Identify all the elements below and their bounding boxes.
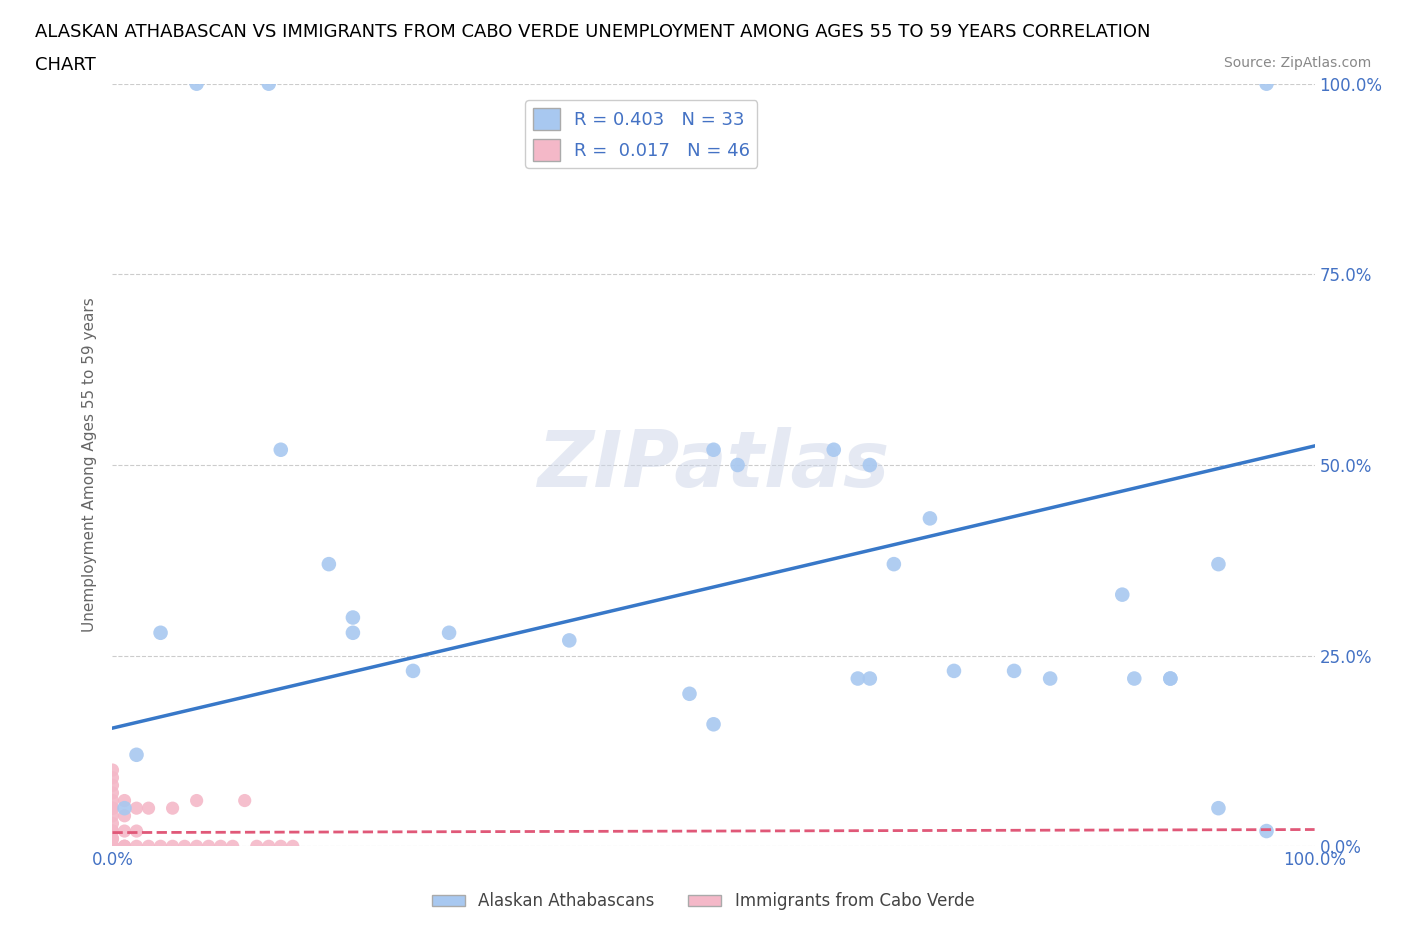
Point bbox=[149, 625, 172, 640]
Point bbox=[257, 76, 280, 91]
Point bbox=[125, 839, 148, 854]
Point bbox=[101, 839, 124, 854]
Point bbox=[942, 663, 965, 678]
Point bbox=[101, 839, 124, 854]
Point bbox=[186, 839, 208, 854]
Point bbox=[859, 671, 882, 686]
Text: ZIPatlas: ZIPatlas bbox=[537, 427, 890, 503]
Point bbox=[823, 443, 845, 458]
Point bbox=[114, 801, 136, 816]
Point bbox=[1039, 671, 1062, 686]
Point bbox=[859, 458, 882, 472]
Point bbox=[138, 839, 160, 854]
Point bbox=[342, 610, 364, 625]
Text: Source: ZipAtlas.com: Source: ZipAtlas.com bbox=[1223, 56, 1371, 70]
Text: ALASKAN ATHABASCAN VS IMMIGRANTS FROM CABO VERDE UNEMPLOYMENT AMONG AGES 55 TO 5: ALASKAN ATHABASCAN VS IMMIGRANTS FROM CA… bbox=[35, 23, 1150, 41]
Point bbox=[186, 793, 208, 808]
Point bbox=[1208, 801, 1230, 816]
Point bbox=[101, 824, 124, 839]
Point bbox=[162, 801, 184, 816]
Point bbox=[1159, 671, 1181, 686]
Point bbox=[114, 839, 136, 854]
Y-axis label: Unemployment Among Ages 55 to 59 years: Unemployment Among Ages 55 to 59 years bbox=[82, 298, 97, 632]
Point bbox=[702, 717, 725, 732]
Legend: Alaskan Athabascans, Immigrants from Cabo Verde: Alaskan Athabascans, Immigrants from Cab… bbox=[425, 885, 981, 917]
Point bbox=[209, 839, 232, 854]
Point bbox=[101, 808, 124, 823]
Point bbox=[101, 793, 124, 808]
Point bbox=[162, 839, 184, 854]
Text: CHART: CHART bbox=[35, 56, 96, 73]
Point bbox=[149, 839, 172, 854]
Point bbox=[114, 824, 136, 839]
Point bbox=[101, 777, 124, 792]
Legend: R = 0.403   N = 33, R =  0.017   N = 46: R = 0.403 N = 33, R = 0.017 N = 46 bbox=[526, 100, 758, 168]
Point bbox=[101, 839, 124, 854]
Point bbox=[101, 801, 124, 816]
Point bbox=[114, 839, 136, 854]
Point bbox=[101, 770, 124, 785]
Point bbox=[101, 831, 124, 846]
Point bbox=[101, 786, 124, 801]
Point bbox=[883, 557, 905, 572]
Point bbox=[101, 839, 124, 854]
Point bbox=[114, 839, 136, 854]
Point bbox=[125, 801, 148, 816]
Point bbox=[125, 824, 148, 839]
Point bbox=[101, 839, 124, 854]
Point bbox=[173, 839, 195, 854]
Point bbox=[1002, 663, 1025, 678]
Point bbox=[702, 443, 725, 458]
Point bbox=[138, 801, 160, 816]
Point bbox=[678, 686, 700, 701]
Point bbox=[101, 763, 124, 777]
Point bbox=[270, 443, 292, 458]
Point bbox=[437, 625, 460, 640]
Point bbox=[101, 801, 124, 816]
Point bbox=[101, 831, 124, 846]
Point bbox=[1256, 76, 1278, 91]
Point bbox=[918, 511, 941, 525]
Point bbox=[114, 808, 136, 823]
Point bbox=[186, 76, 208, 91]
Point bbox=[270, 839, 292, 854]
Point bbox=[101, 816, 124, 830]
Point bbox=[281, 839, 304, 854]
Point bbox=[1159, 671, 1181, 686]
Point bbox=[342, 625, 364, 640]
Point bbox=[101, 839, 124, 854]
Point bbox=[125, 748, 148, 763]
Point bbox=[846, 671, 869, 686]
Point bbox=[114, 793, 136, 808]
Point bbox=[101, 839, 124, 854]
Point bbox=[318, 557, 340, 572]
Point bbox=[1256, 824, 1278, 839]
Point bbox=[727, 458, 749, 472]
Point bbox=[1123, 671, 1146, 686]
Point bbox=[197, 839, 219, 854]
Point bbox=[222, 839, 245, 854]
Point bbox=[233, 793, 256, 808]
Point bbox=[558, 633, 581, 648]
Point bbox=[101, 839, 124, 854]
Point bbox=[1208, 557, 1230, 572]
Point bbox=[246, 839, 269, 854]
Point bbox=[101, 824, 124, 839]
Point bbox=[1111, 587, 1133, 602]
Point bbox=[257, 839, 280, 854]
Point bbox=[402, 663, 425, 678]
